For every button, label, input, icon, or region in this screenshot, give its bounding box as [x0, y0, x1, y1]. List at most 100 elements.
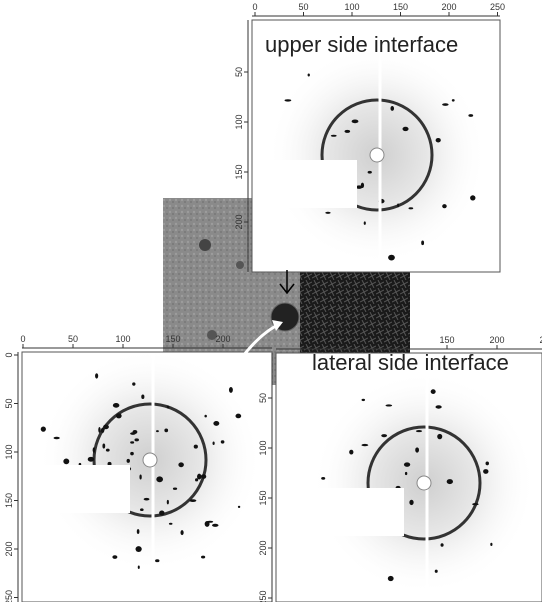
spot: [116, 413, 122, 418]
spot: [103, 425, 109, 430]
figure: 0 50 100 150 200 250 50 100 150 200 upper side int…: [0, 0, 542, 602]
spot: [93, 447, 96, 453]
spot: [490, 543, 492, 546]
spot: [364, 221, 366, 225]
spot: [483, 469, 488, 474]
y-tick-label: 50: [258, 393, 268, 403]
spot: [486, 462, 489, 466]
spot: [212, 524, 218, 527]
x-tick-label: 150: [393, 2, 408, 12]
spot: [88, 457, 94, 462]
spot: [447, 479, 453, 484]
pattern: [22, 348, 272, 602]
x-tick-label: 250: [490, 2, 505, 12]
spot: [140, 508, 144, 511]
spot: [385, 404, 392, 406]
y-tick-label: 200: [258, 540, 268, 555]
beam-stop-disk: [417, 476, 431, 490]
spot: [204, 415, 206, 418]
x-tick-label: 200: [441, 2, 456, 12]
x-tick-label: 0: [252, 2, 257, 12]
pattern: [276, 353, 542, 602]
spot: [409, 500, 413, 505]
spot: [437, 434, 442, 439]
spot: [130, 441, 134, 443]
spot: [421, 241, 424, 246]
panel-title: upper side interface: [265, 32, 458, 57]
spot: [197, 474, 201, 480]
y-tick-label: 150: [234, 164, 244, 179]
spot: [102, 443, 105, 448]
spot: [404, 462, 410, 466]
beam-stop-disk: [143, 453, 157, 467]
spot: [205, 521, 210, 527]
spot: [190, 499, 197, 502]
spot: [135, 546, 141, 552]
spot: [345, 130, 351, 133]
spot: [381, 434, 387, 437]
spot: [470, 195, 475, 200]
spot: [180, 530, 183, 535]
spot: [229, 387, 233, 393]
spot: [468, 114, 473, 117]
spot: [139, 475, 141, 480]
spot: [362, 444, 369, 446]
spot: [112, 555, 117, 559]
spot: [134, 438, 138, 441]
y-tick-label: 200: [4, 541, 14, 556]
spot: [113, 403, 120, 408]
spot: [408, 207, 413, 209]
spot: [405, 472, 407, 475]
y-tick-label: 150: [258, 490, 268, 505]
pattern: [252, 20, 500, 272]
y-tick-label: 250: [258, 590, 268, 602]
y-tick-label: 200: [234, 214, 244, 229]
y-tick-label: 100: [4, 444, 14, 459]
x-tick-label: 50: [298, 2, 308, 12]
spot: [349, 450, 353, 455]
spot: [213, 441, 215, 445]
spot: [167, 500, 169, 504]
page: 0 50 100 150 200 250 50 100 150 200 upper side int…: [0, 0, 542, 602]
spot: [352, 120, 359, 124]
spot: [362, 399, 365, 401]
spot: [167, 406, 169, 409]
spot: [201, 474, 206, 479]
y-tick-label: 100: [258, 440, 268, 455]
spot: [238, 506, 240, 508]
spot: [472, 503, 478, 505]
spot: [156, 430, 159, 432]
beam-stop: [276, 488, 404, 536]
spot: [194, 445, 198, 449]
spot: [95, 373, 98, 378]
spot: [130, 452, 134, 455]
spot: [41, 426, 46, 431]
panel-title: lateral side interface: [312, 350, 509, 375]
spot: [331, 135, 337, 137]
spot: [132, 382, 135, 385]
spot: [325, 212, 330, 214]
beam-stop: [252, 160, 357, 208]
spot: [402, 127, 408, 131]
spot: [159, 510, 164, 515]
spot: [442, 103, 448, 106]
spot: [390, 106, 394, 111]
spot: [397, 203, 399, 207]
spot: [285, 99, 292, 101]
spot: [435, 405, 441, 408]
spot: [441, 543, 444, 547]
spot: [213, 421, 219, 426]
spot: [368, 171, 372, 174]
spot: [452, 99, 455, 101]
y-tick-label: 50: [4, 398, 14, 408]
spot: [388, 576, 394, 581]
beam-stop-disk: [370, 148, 384, 162]
beam-stop: [22, 465, 130, 513]
spot: [164, 429, 168, 433]
spot: [388, 255, 395, 261]
spot: [415, 447, 419, 452]
spot: [138, 566, 140, 569]
spot: [144, 498, 150, 501]
